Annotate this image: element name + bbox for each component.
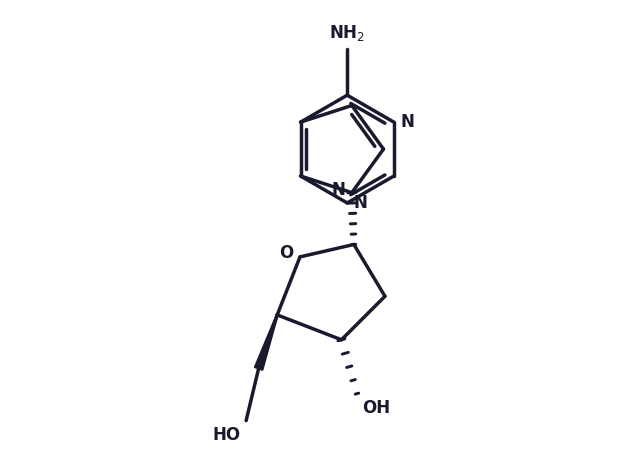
Text: N: N (400, 113, 414, 131)
Text: NH$_2$: NH$_2$ (330, 23, 365, 43)
Polygon shape (255, 314, 278, 370)
Text: OH: OH (362, 399, 390, 417)
Text: N: N (332, 180, 346, 198)
Text: HO: HO (213, 426, 241, 444)
Text: N: N (353, 194, 367, 212)
Text: O: O (280, 244, 294, 262)
